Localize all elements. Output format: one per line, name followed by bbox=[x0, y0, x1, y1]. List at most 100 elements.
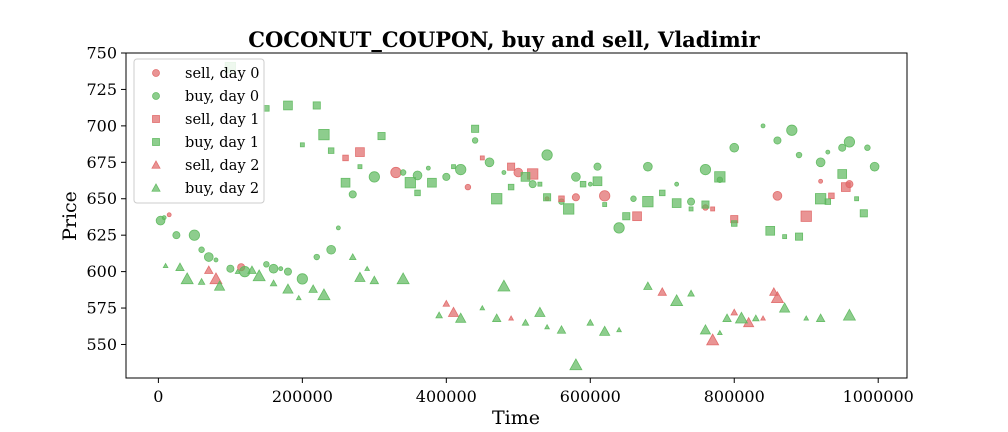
data-point bbox=[869, 161, 880, 172]
y-axis-label: Price bbox=[59, 191, 81, 241]
data-point bbox=[312, 101, 321, 110]
data-point bbox=[710, 206, 716, 212]
data-point bbox=[837, 169, 848, 179]
data-point bbox=[786, 124, 798, 136]
data-point bbox=[824, 198, 832, 205]
y-tick-label: 575 bbox=[86, 299, 117, 318]
x-tick-label: 0 bbox=[153, 387, 163, 406]
data-point bbox=[501, 170, 507, 175]
data-point bbox=[632, 211, 642, 222]
data-point bbox=[659, 189, 666, 197]
data-point bbox=[770, 291, 785, 304]
data-point bbox=[317, 288, 331, 301]
data-point bbox=[778, 302, 791, 313]
y-tick-label: 650 bbox=[86, 189, 117, 208]
y-tick-label: 700 bbox=[86, 116, 117, 135]
data-point bbox=[263, 261, 270, 268]
legend-marker bbox=[152, 138, 160, 146]
x-tick-label: 400000 bbox=[416, 387, 477, 406]
legend-box bbox=[133, 58, 265, 204]
data-point bbox=[765, 226, 776, 236]
data-point bbox=[484, 157, 495, 168]
x-axis: 0 200000 400000 600000 800000 1000000 bbox=[153, 378, 914, 406]
data-point bbox=[369, 275, 380, 285]
data-point bbox=[643, 281, 653, 290]
data-point bbox=[521, 318, 530, 326]
data-point bbox=[688, 206, 694, 212]
data-point bbox=[491, 313, 502, 322]
data-point bbox=[556, 324, 567, 334]
data-point bbox=[643, 161, 653, 172]
data-point bbox=[716, 329, 723, 336]
data-point bbox=[800, 210, 812, 222]
data-point bbox=[209, 272, 223, 285]
x-tick-label: 1000000 bbox=[843, 387, 914, 406]
data-point bbox=[579, 180, 587, 188]
data-point bbox=[507, 162, 516, 171]
data-point bbox=[760, 315, 767, 321]
data-point bbox=[213, 280, 226, 291]
data-point bbox=[404, 177, 416, 189]
data-point bbox=[342, 154, 349, 162]
data-point bbox=[701, 200, 710, 209]
data-point bbox=[571, 172, 581, 182]
data-point bbox=[161, 215, 167, 221]
legend-label: buy, day 0 bbox=[185, 89, 259, 105]
data-point bbox=[247, 265, 257, 274]
x-tick-label: 600000 bbox=[560, 387, 621, 406]
legend-label: buy, day 1 bbox=[185, 135, 259, 151]
data-point bbox=[491, 193, 503, 205]
y-tick-label: 550 bbox=[86, 335, 117, 354]
legend-marker bbox=[151, 183, 161, 192]
data-point bbox=[751, 314, 760, 322]
data-point bbox=[795, 151, 803, 159]
data-point bbox=[599, 190, 611, 202]
data-point bbox=[782, 234, 788, 240]
data-point bbox=[616, 326, 623, 333]
data-point bbox=[699, 163, 712, 176]
data-point bbox=[842, 308, 857, 321]
x-axis-label: Time bbox=[492, 407, 540, 429]
data-point bbox=[354, 271, 366, 282]
data-point bbox=[162, 262, 169, 269]
data-point bbox=[671, 198, 682, 208]
data-point bbox=[674, 181, 680, 187]
data-point bbox=[534, 306, 546, 317]
data-point bbox=[714, 171, 726, 183]
data-point bbox=[497, 279, 511, 292]
data-point bbox=[340, 177, 351, 188]
data-point bbox=[427, 177, 437, 188]
data-point bbox=[841, 182, 851, 192]
data-point bbox=[558, 195, 565, 202]
data-point bbox=[642, 196, 654, 208]
data-point bbox=[613, 222, 625, 234]
data-point bbox=[592, 176, 603, 187]
data-point bbox=[226, 264, 235, 273]
data-point bbox=[318, 129, 330, 141]
data-point bbox=[166, 212, 172, 218]
data-point bbox=[734, 311, 749, 324]
data-point bbox=[414, 189, 421, 197]
data-point bbox=[425, 165, 431, 171]
data-point bbox=[528, 180, 537, 189]
data-point bbox=[587, 181, 593, 187]
data-point bbox=[355, 147, 365, 157]
data-point bbox=[471, 137, 479, 144]
data-point bbox=[544, 323, 551, 330]
data-point bbox=[327, 147, 335, 154]
data-point bbox=[818, 178, 824, 184]
data-point bbox=[295, 294, 302, 301]
data-point bbox=[598, 325, 611, 336]
legend-marker bbox=[152, 115, 160, 123]
data-point bbox=[537, 181, 543, 187]
data-point bbox=[586, 318, 595, 326]
data-point bbox=[520, 172, 531, 182]
legend-label: buy, day 2 bbox=[185, 181, 259, 197]
legend-label: sell, day 1 bbox=[185, 112, 259, 128]
data-point bbox=[357, 164, 363, 170]
data-point bbox=[722, 313, 732, 322]
data-point bbox=[859, 209, 868, 218]
data-point bbox=[175, 262, 185, 271]
data-point bbox=[854, 196, 860, 202]
